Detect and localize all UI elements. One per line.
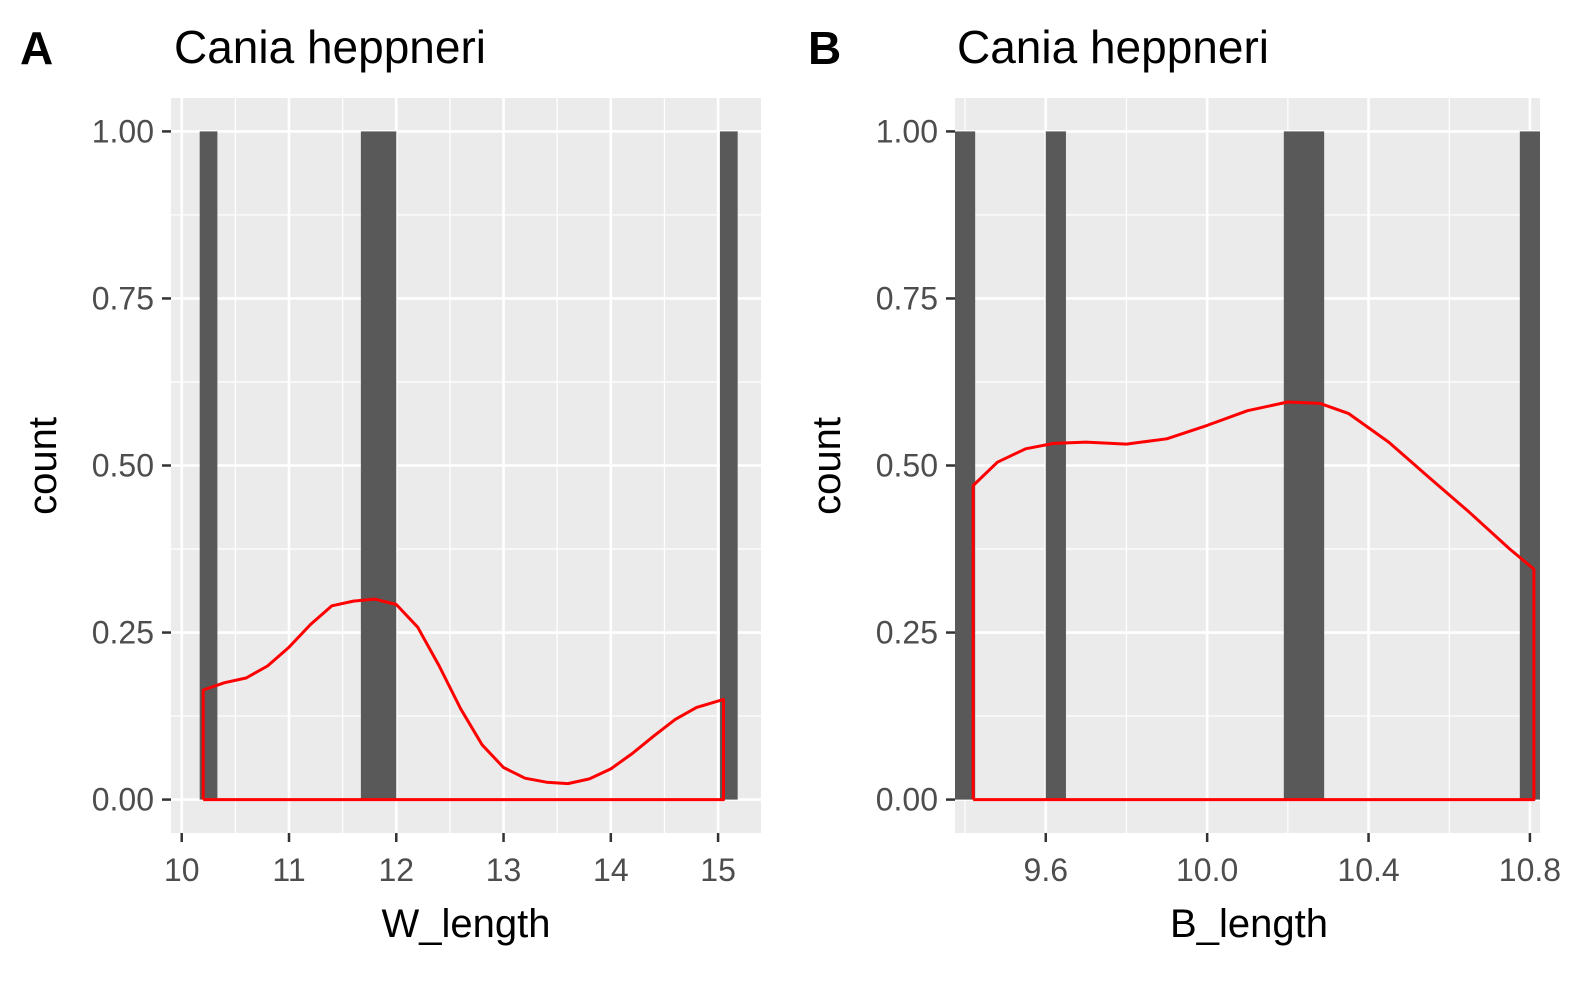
panel-a-y-tick-label: 0.00	[92, 782, 154, 818]
chart-b: 9.6 10.0 10.4 10.8 0.00 0.25 0.50 0.75 1.00	[876, 98, 1561, 888]
panel-b-x-tick-label: 10.8	[1499, 852, 1561, 888]
panel-b-histogram-bar	[1045, 131, 1066, 800]
panel-b-y-tick-label: 0.75	[876, 280, 938, 316]
panel-a-y-tick-label: 0.50	[92, 448, 154, 484]
panel-b-x-axis-label: B_length	[1170, 902, 1328, 946]
panel-b-title: Cania heppneri	[957, 21, 1269, 73]
panel-b-histogram-bar	[1283, 131, 1325, 800]
panel-a-y-tick-label: 0.25	[92, 615, 154, 651]
panel-b-y-tick-label: 0.25	[876, 615, 938, 651]
panel-b-density-curve	[971, 400, 1536, 802]
panel-a-tag: A	[20, 22, 53, 74]
panel-a-density-curve	[201, 597, 725, 802]
panel-a-histogram-bar	[199, 131, 218, 800]
panel-b-y-tick-label: 1.00	[876, 113, 938, 149]
panel-b-y-axis-label: count	[805, 417, 849, 515]
panel-b-x-tick-label: 10.4	[1337, 852, 1399, 888]
panel-a-title: Cania heppneri	[174, 21, 486, 73]
panel-a-x-tick-label: 11	[272, 852, 305, 888]
panel-a-x-axis-label: W_length	[382, 902, 551, 946]
panel-b-histogram-bar	[1519, 131, 1540, 800]
panel-a-y-axis-label: count	[21, 417, 65, 515]
panel-b-x-tick-label: 9.6	[1024, 852, 1068, 888]
panel-a-histogram-bar	[360, 131, 397, 800]
panel-b-tag: B	[808, 22, 841, 74]
panel-b-y-tick-label: 0.00	[876, 782, 938, 818]
panel-a-y-tick-label: 0.75	[92, 280, 154, 316]
panel-a: A Cania heppneri 10 11 12 13 14 15 0.00 0.25 0.5…	[20, 21, 761, 946]
panel-a-x-tick-label: 14	[593, 852, 629, 888]
panel-a-histogram-bar	[719, 131, 738, 800]
panel-a-x-tick-label: 12	[378, 852, 414, 888]
panel-a-x-tick-label: 15	[700, 852, 736, 888]
panel-b: B Cania heppneri 9.6 10.0 10.4 10.8 0.00 0.25…	[805, 21, 1561, 946]
panel-a-y-tick-label: 1.00	[92, 113, 154, 149]
panel-b-histogram-bar	[955, 131, 976, 800]
panel-a-x-tick-label: 13	[486, 852, 522, 888]
panel-b-x-tick-label: 10.0	[1176, 852, 1238, 888]
panel-a-x-tick-label: 10	[164, 852, 200, 888]
panel-b-y-tick-label: 0.50	[876, 448, 938, 484]
chart-a: 10 11 12 13 14 15 0.00 0.25 0.50 0.75 1.00	[92, 98, 761, 888]
